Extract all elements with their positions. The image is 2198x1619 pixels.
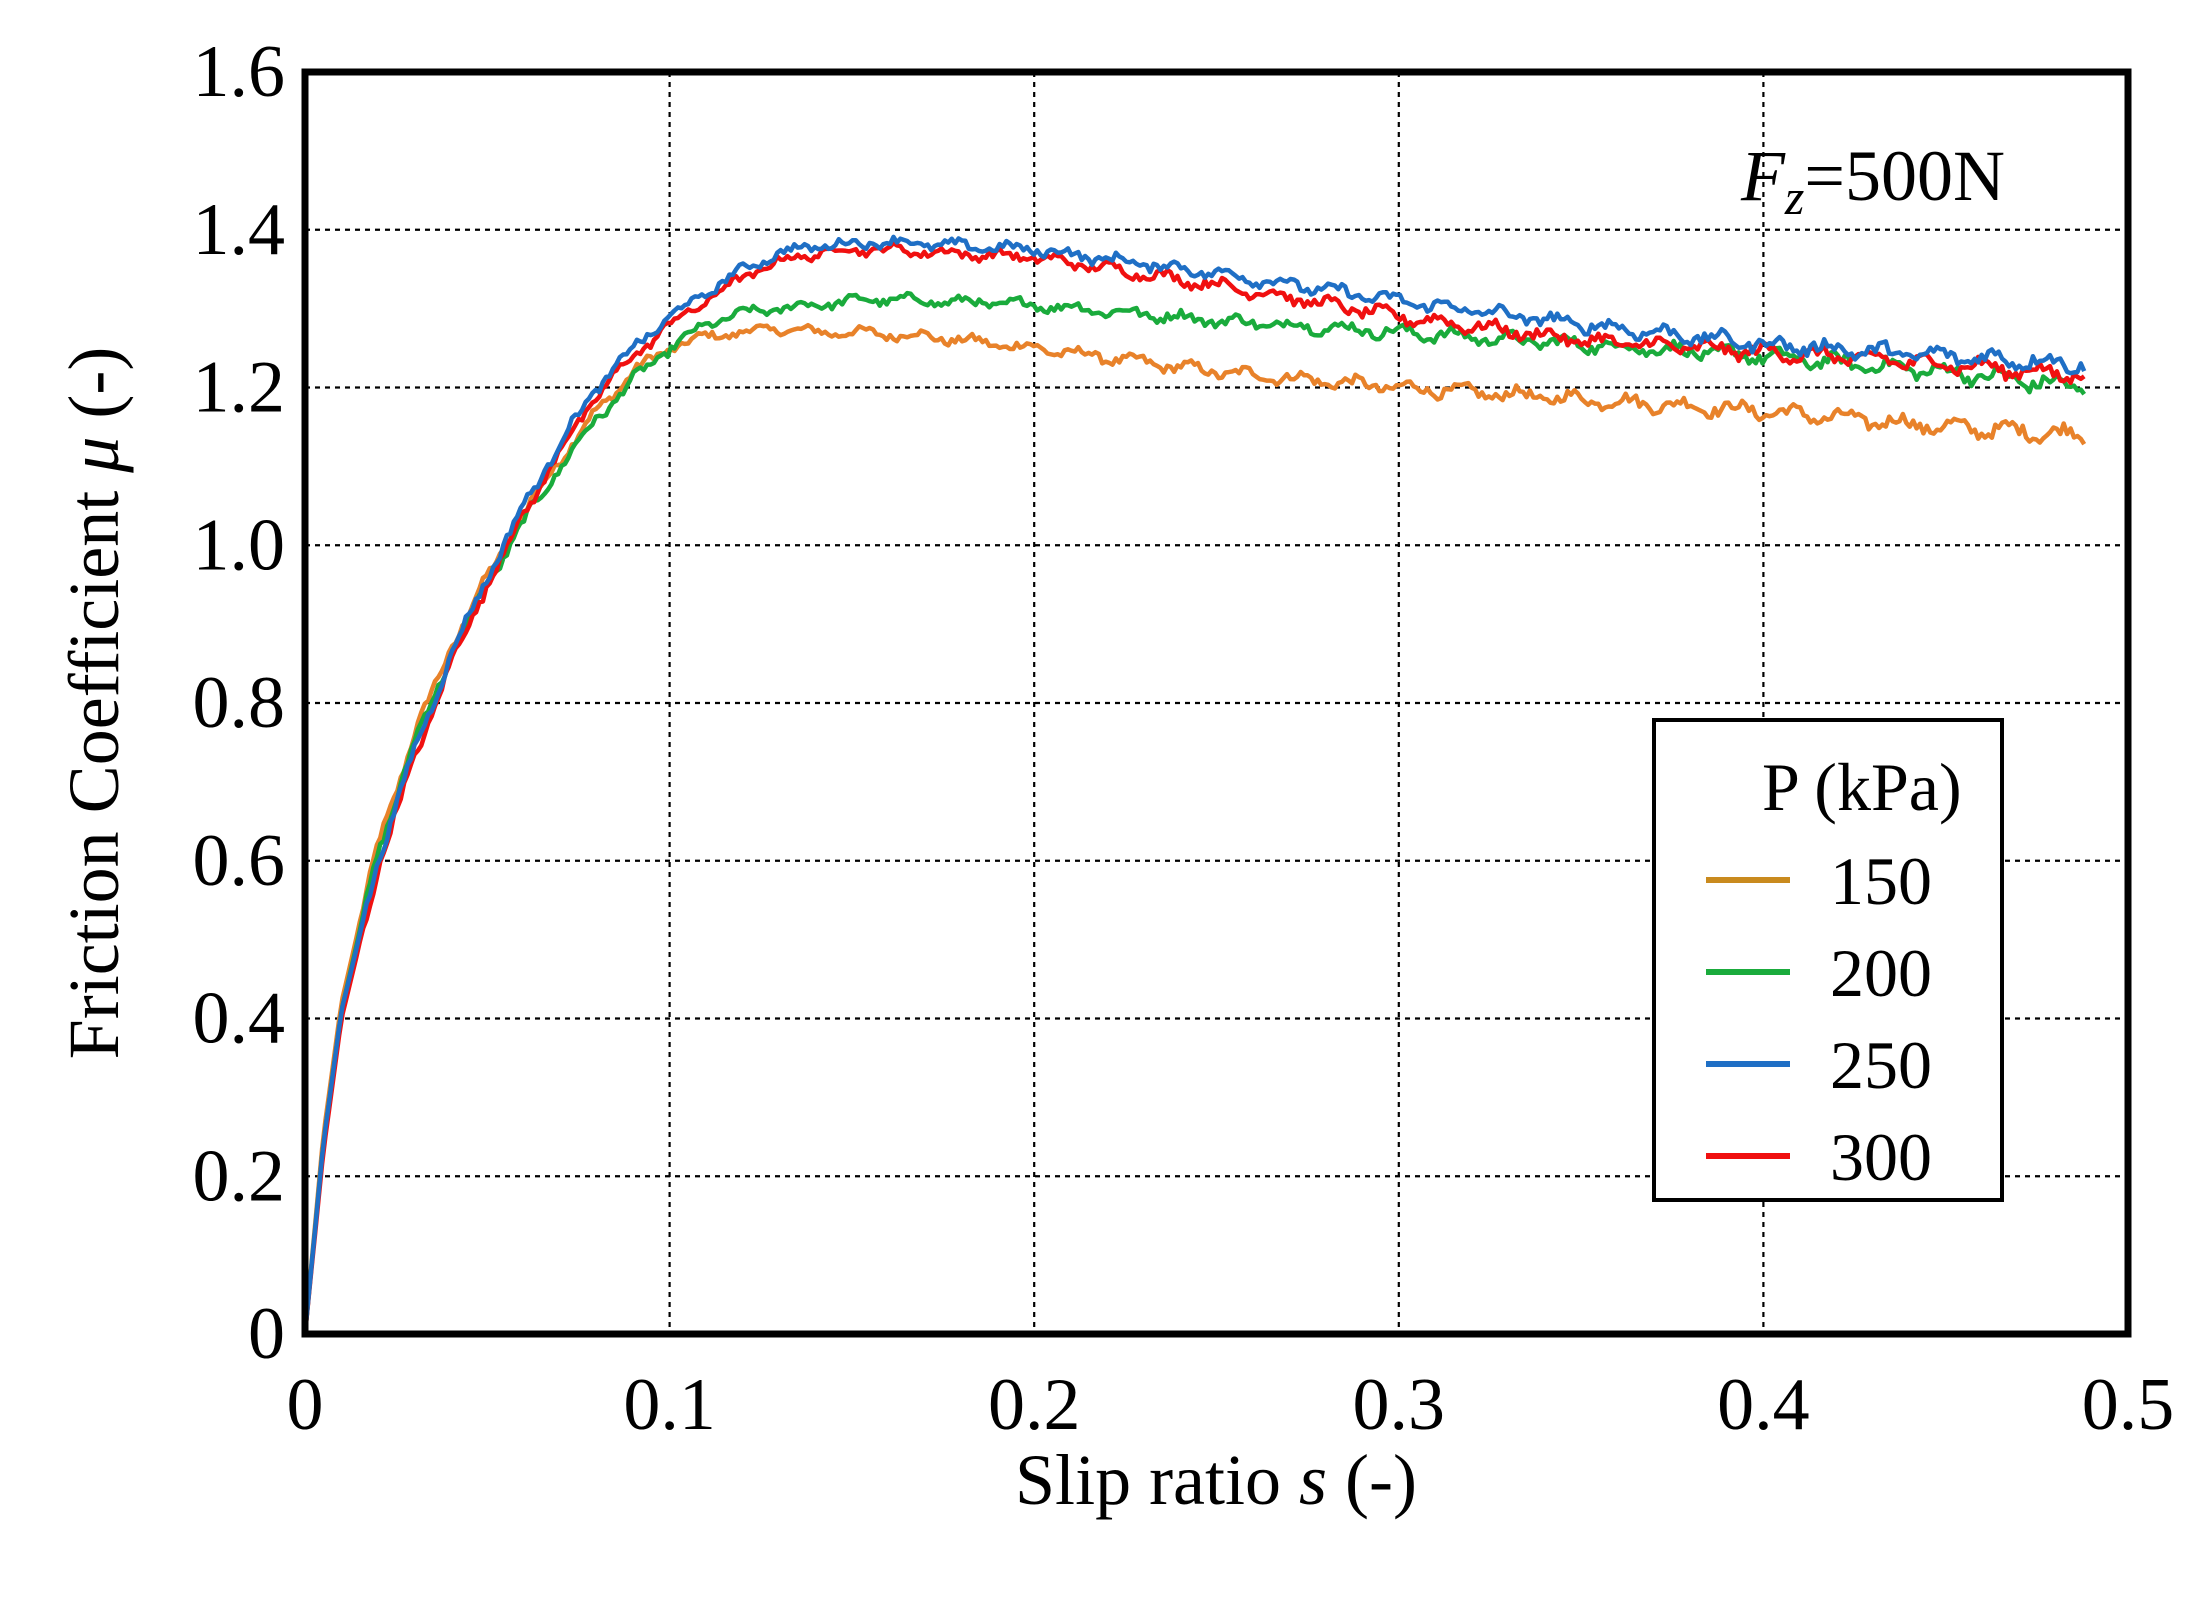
y-tick-label: 0.6 <box>193 820 286 902</box>
legend-title: P (kPa) <box>1762 749 1962 825</box>
x-tick-label: 0.5 <box>2082 1364 2175 1446</box>
legend-label-250: 250 <box>1830 1027 1932 1103</box>
legend-label-300: 300 <box>1830 1119 1932 1195</box>
x-tick-label: 0.4 <box>1717 1364 1810 1446</box>
y-tick-label: 0 <box>248 1293 285 1375</box>
series-line-200 <box>302 290 2087 1335</box>
y-tick-label: 0.2 <box>193 1135 286 1217</box>
series-line-250 <box>302 234 2087 1335</box>
y-tick-label: 0.8 <box>193 662 286 744</box>
x-axis-title: Slip ratio s (-) <box>1015 1440 1417 1520</box>
x-tick-label: 0.2 <box>988 1364 1081 1446</box>
y-tick-labels: 0 0.2 0.4 0.6 0.8 1.0 1.2 1.4 1.6 <box>193 31 286 1375</box>
x-tick-label: 0 <box>287 1364 324 1446</box>
legend: P (kPa) 150 200 250 300 <box>1652 718 2004 1202</box>
series-line-150 <box>302 322 2087 1335</box>
series-lines <box>302 234 2087 1335</box>
x-tick-labels: 0 0.1 0.2 0.3 0.4 0.5 <box>287 1364 2175 1446</box>
legend-label-150: 150 <box>1830 843 1932 919</box>
y-tick-label: 1.0 <box>193 504 286 586</box>
x-tick-label: 0.3 <box>1353 1364 1446 1446</box>
x-tick-label: 0.1 <box>623 1364 716 1446</box>
legend-box <box>1652 718 2004 1202</box>
y-tick-label: 0.4 <box>193 978 286 1060</box>
legend-entries: 150 200 250 300 <box>1706 843 1932 1195</box>
y-axis-title: Friction Coefficient μ (-) <box>54 347 134 1060</box>
y-tick-label: 1.4 <box>193 189 286 271</box>
y-tick-label: 1.6 <box>193 31 286 113</box>
y-tick-label: 1.2 <box>193 347 286 429</box>
grid <box>305 72 2128 1334</box>
legend-label-200: 200 <box>1830 935 1932 1011</box>
plot-frame <box>301 68 2132 1338</box>
force-annotation: Fz=500N <box>1740 136 2005 225</box>
